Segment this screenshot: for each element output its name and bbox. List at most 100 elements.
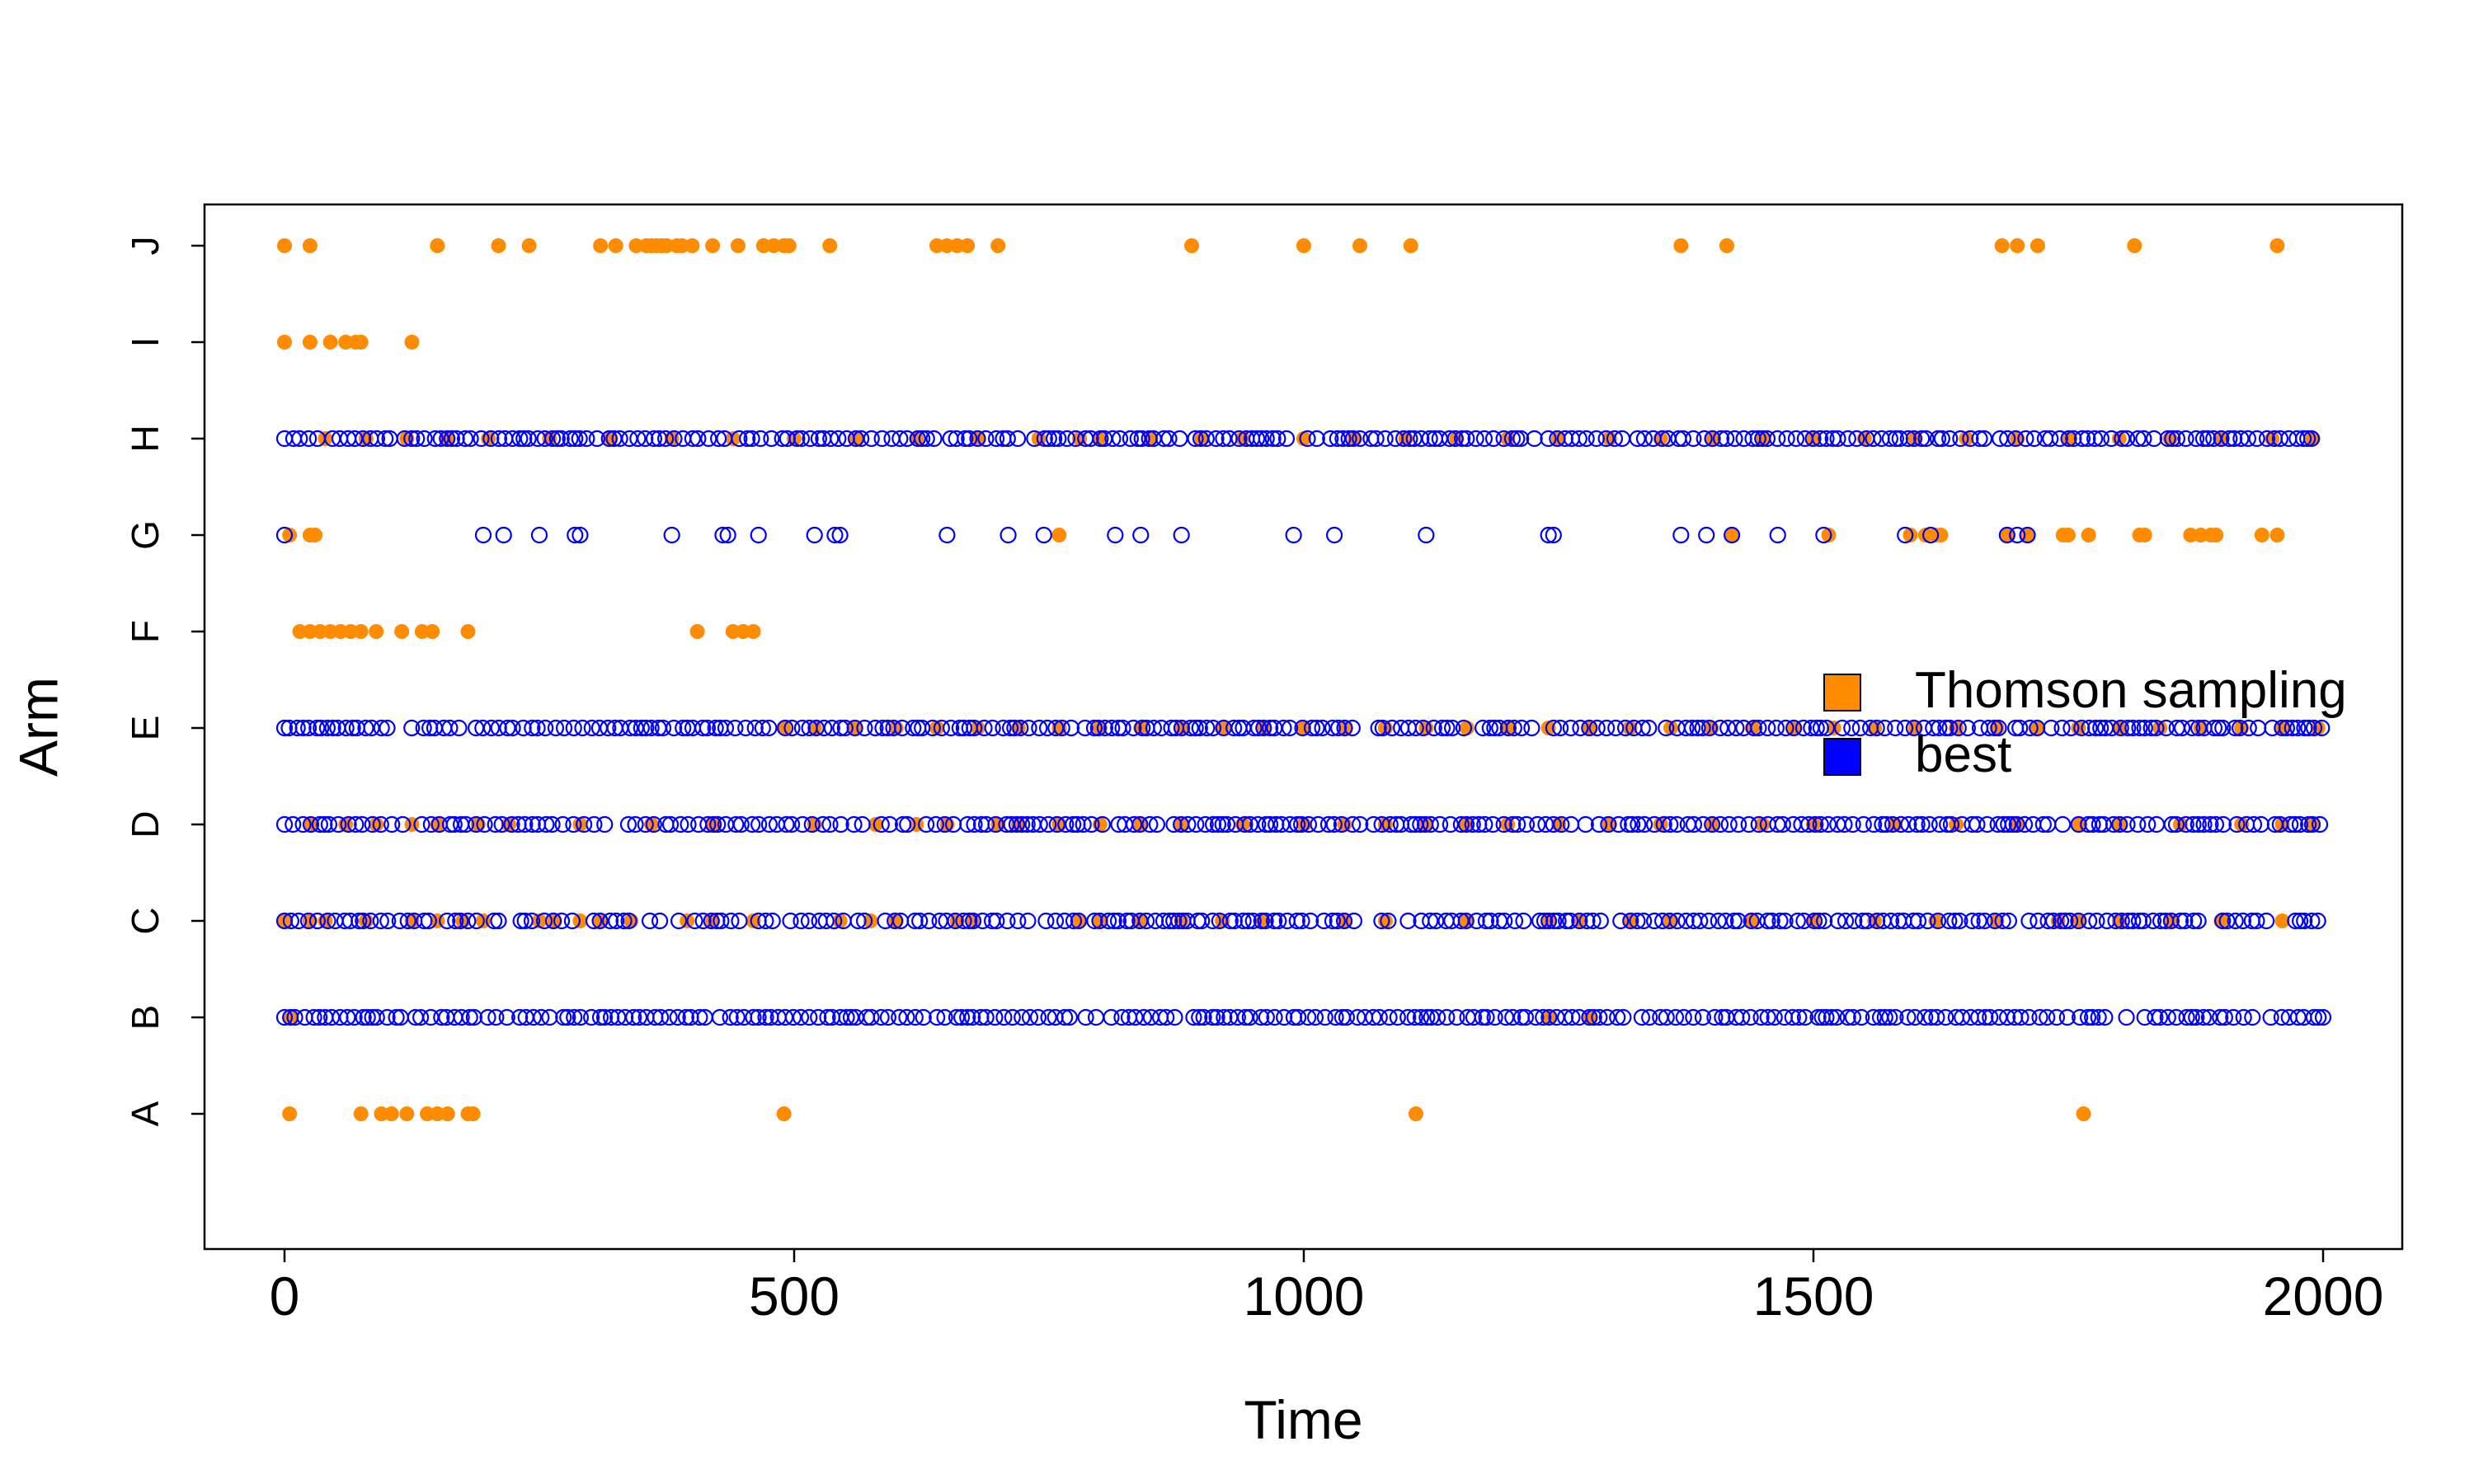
thomson-sampling-point (949, 238, 965, 253)
best-point (323, 1008, 341, 1026)
best-point (1374, 719, 1391, 737)
best-point (1335, 912, 1353, 930)
best-point (1937, 719, 1954, 737)
best-point (275, 430, 294, 448)
best-point (543, 430, 562, 448)
thomson-sampling-point (1296, 238, 1311, 253)
best-point (337, 719, 355, 737)
best-point (1526, 430, 1543, 448)
best-point (2300, 815, 2317, 834)
best-point (1846, 912, 1863, 930)
best-point (1970, 1008, 1987, 1026)
best-point (555, 1008, 572, 1026)
best-point (1819, 815, 1837, 834)
best-point (1668, 815, 1686, 834)
best-point (1241, 1008, 1258, 1026)
best-point (739, 430, 756, 448)
best-point (1380, 912, 1397, 930)
best-point (1086, 912, 1103, 930)
best-point (1937, 1008, 1954, 1026)
best-point (1376, 430, 1394, 448)
best-point (588, 430, 606, 448)
best-point (1787, 430, 1805, 448)
y-tick-label: G (124, 520, 167, 550)
best-point (529, 719, 546, 737)
best-point (571, 1008, 590, 1026)
best-point (1334, 430, 1352, 448)
best-point (2086, 430, 2104, 448)
best-point (2000, 912, 2018, 930)
best-point (1191, 1008, 1208, 1026)
best-point (2031, 1008, 2048, 1026)
y-tick-label: H (124, 425, 167, 452)
best-point (1540, 430, 1557, 448)
best-point (1225, 719, 1243, 737)
best-point (987, 430, 1005, 448)
thomson-sampling-point (939, 238, 955, 253)
best-point (2145, 430, 2163, 448)
best-point (710, 430, 727, 448)
best-point (1300, 815, 1318, 834)
best-point (1763, 912, 1780, 930)
best-point (541, 1008, 558, 1026)
best-point (2195, 815, 2213, 834)
best-point (294, 719, 312, 737)
thomson-sampling-point (353, 624, 369, 639)
best-point (1545, 912, 1563, 930)
best-point (1706, 1008, 1724, 1026)
best-point (1635, 815, 1653, 834)
best-point (1668, 912, 1686, 930)
best-point (1253, 430, 1270, 448)
best-point (1578, 430, 1595, 448)
best-point (341, 912, 359, 930)
best-point (1606, 430, 1624, 448)
best-point (894, 815, 912, 834)
best-point (2139, 815, 2157, 834)
best-point (1029, 1008, 1047, 1026)
best-point (663, 526, 680, 544)
best-point (1239, 912, 1257, 930)
best-point (763, 430, 780, 448)
best-point (743, 430, 760, 448)
best-point (520, 430, 537, 448)
thomson-sampling-point (313, 624, 328, 639)
best-point (1995, 815, 2012, 834)
best-point (1327, 1008, 1344, 1026)
best-point (275, 815, 294, 834)
best-point (313, 719, 330, 737)
best-point (959, 815, 976, 834)
best-point (1900, 815, 1917, 834)
best-point (1774, 815, 1791, 834)
x-tick-label: 2000 (2263, 1266, 2384, 1327)
best-point (694, 719, 712, 737)
best-point (1584, 912, 1602, 930)
best-point (1126, 815, 1143, 834)
best-point (1527, 1008, 1545, 1026)
best-point (722, 912, 740, 930)
x-axis-title: Time (1244, 1389, 1362, 1450)
best-point (1696, 430, 1713, 448)
best-point (1809, 1008, 1827, 1026)
thomson-sampling-point (322, 335, 338, 350)
thomson-sampling-point (2213, 913, 2229, 928)
best-point (927, 815, 944, 834)
best-point (567, 526, 584, 544)
best-point (2039, 1008, 2056, 1026)
best-point (1171, 430, 1188, 448)
best-point (1752, 1008, 1770, 1026)
best-point (2087, 719, 2105, 737)
best-point (1261, 815, 1279, 834)
best-point (1345, 912, 1363, 930)
best-point (1009, 430, 1027, 448)
best-point (2202, 815, 2219, 834)
best-point (2034, 815, 2052, 834)
best-point (2062, 912, 2079, 930)
best-point (1640, 719, 1658, 737)
thomson-sampling-point (338, 335, 354, 350)
best-point (2214, 815, 2232, 834)
best-point (2248, 430, 2265, 448)
best-point (324, 719, 341, 737)
best-point (1986, 719, 2003, 737)
best-point (1717, 912, 1734, 930)
best-point (691, 1008, 708, 1026)
